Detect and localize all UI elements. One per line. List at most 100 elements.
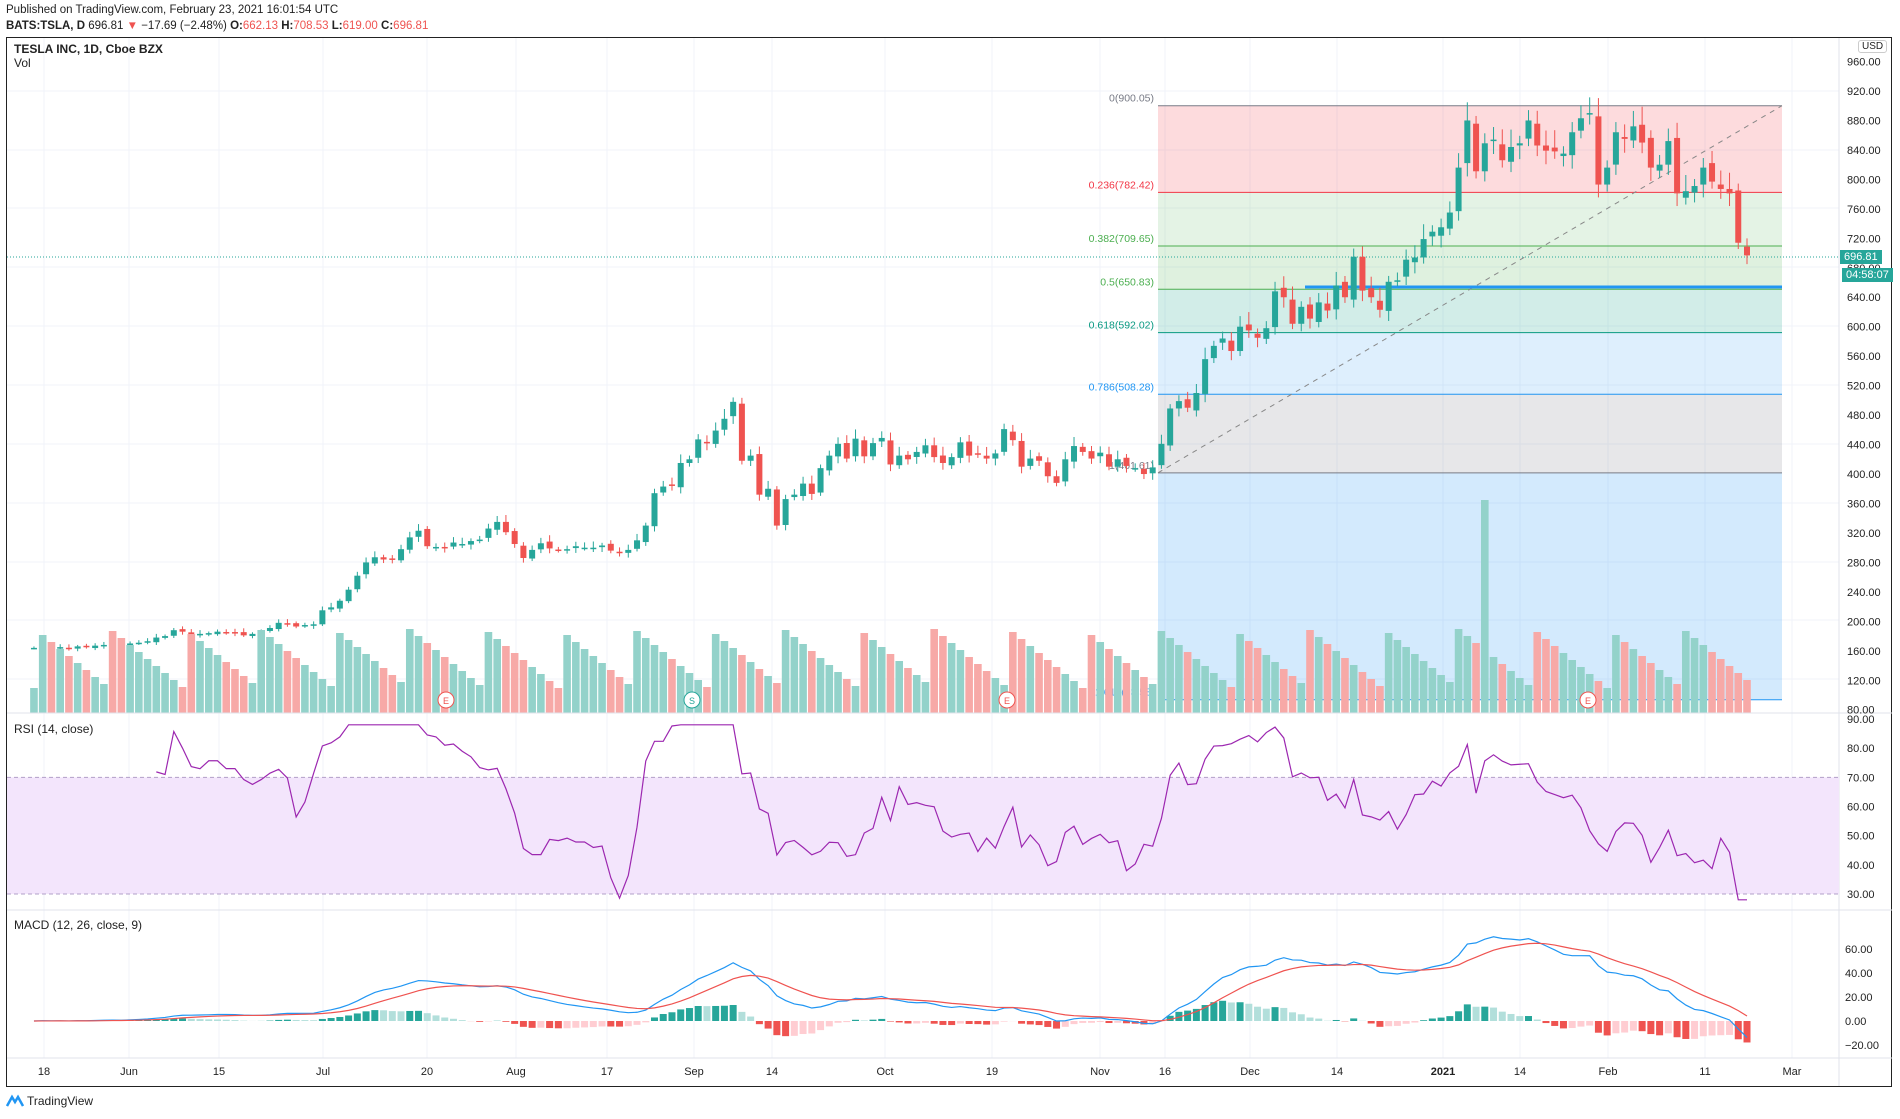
candle-body (948, 457, 955, 466)
tradingview-footer[interactable]: TradingView (6, 1094, 93, 1108)
candle-body (537, 543, 544, 550)
candle-body (1228, 340, 1235, 352)
volume-bar (1087, 635, 1096, 713)
event-marker (998, 691, 1016, 709)
macd-histogram-bar (310, 1020, 318, 1021)
volume-bar (1035, 653, 1043, 713)
volume-bar (834, 672, 842, 713)
volume-bar (1009, 632, 1017, 713)
macd-histogram-bar (755, 1021, 763, 1025)
volume-bar (1332, 651, 1341, 713)
candle-body (284, 623, 291, 625)
volume-bar (1524, 685, 1533, 713)
time-axis-label: Feb (1599, 1066, 1618, 1078)
candle-body (1481, 143, 1488, 172)
volume-bar (1253, 648, 1262, 713)
candle-body (389, 558, 396, 560)
volume-bar (816, 658, 825, 713)
volume-bar (1682, 631, 1690, 713)
volume-bar (641, 638, 650, 713)
candle-body (1254, 333, 1261, 338)
time-axis-label: 19 (986, 1066, 998, 1078)
macd-axis-tick: 60.00 (1845, 944, 1873, 956)
volume-bar (773, 683, 781, 713)
volume-bar (808, 651, 816, 713)
time-axis-label: 18 (38, 1066, 50, 1078)
fib-zone (1158, 289, 1782, 333)
volume-bar (449, 664, 458, 713)
candle-body (1114, 459, 1121, 467)
candle-body (1560, 153, 1567, 157)
macd-histogram-bar (1437, 1017, 1445, 1021)
macd-histogram-bar (799, 1021, 807, 1035)
chart-frame (6, 37, 1892, 1087)
volume-bar (344, 640, 353, 713)
macd-histogram-bar (1035, 1021, 1043, 1026)
candle-body (179, 629, 186, 632)
macd-histogram-bar (616, 1021, 624, 1027)
macd-histogram-bar (1664, 1021, 1672, 1034)
tradingview-logo-icon (6, 1094, 24, 1107)
macd-histogram-bar (1621, 1021, 1629, 1033)
candle-body (730, 401, 737, 417)
volume-bar (939, 636, 947, 713)
volume-bar (1201, 666, 1209, 713)
symbol-summary: BATS:TSLA, D 696.81 ▼ −17.69 (−2.48%) O:… (6, 20, 428, 32)
volume-bar (799, 644, 807, 713)
candle-body (249, 633, 256, 637)
candle-body (1700, 167, 1707, 185)
macd-histogram-bar (152, 1019, 160, 1021)
candle-body (1744, 246, 1750, 256)
candle-body (1438, 227, 1445, 236)
candle-body (459, 544, 466, 546)
candle-body (1403, 259, 1410, 277)
candle-body (1376, 300, 1383, 310)
macd-histogram-bar (1603, 1021, 1611, 1036)
volume-bar (161, 673, 169, 713)
volume-bar (1026, 646, 1035, 713)
volume-bar (790, 637, 799, 713)
candle-body (939, 455, 946, 463)
volume-bar (650, 645, 659, 713)
low-label: L: (331, 20, 343, 32)
candle-body (1455, 167, 1462, 212)
candle-body (231, 632, 238, 634)
macd-histogram-bar (720, 1005, 728, 1021)
candle-body (529, 549, 536, 559)
volume-bar (1481, 500, 1489, 713)
candle-body (406, 537, 413, 550)
high-label: H: (281, 20, 294, 32)
macd-histogram-bar (974, 1021, 982, 1025)
candle-body (214, 631, 221, 635)
candle-body (590, 547, 597, 550)
volume-bar (982, 671, 991, 713)
macd-axis-tick: 20.00 (1845, 992, 1873, 1004)
macd-histogram-bar (301, 1020, 309, 1021)
volume-bar (56, 649, 64, 713)
candle-body (747, 455, 754, 461)
candle-body (1368, 288, 1375, 298)
macd-histogram-bar (388, 1011, 396, 1021)
volume-bar (1402, 647, 1410, 713)
candle-body (966, 441, 973, 456)
volume-bar (274, 644, 283, 713)
triangle-down-icon: ▼ (126, 20, 138, 32)
volume-bar (38, 635, 47, 713)
price-axis-tick: 360.00 (1847, 498, 1881, 510)
volume-bar (1673, 684, 1681, 713)
volume-bar (91, 677, 99, 713)
candle-body (415, 530, 422, 537)
price-axis-tick: 640.00 (1847, 292, 1881, 304)
candle-body (896, 455, 903, 466)
macd-histogram-bar (1498, 1011, 1506, 1021)
symbol-name: BATS:TSLA, D (6, 20, 86, 32)
candle-body (1709, 163, 1716, 182)
macd-histogram-bar (703, 1006, 711, 1021)
candle-body (1175, 401, 1182, 409)
macd-histogram-bar (1734, 1021, 1742, 1040)
price-axis-tick: 960.00 (1847, 57, 1881, 69)
rsi-axis-tick: 70.00 (1847, 772, 1875, 784)
volume-bar (1349, 665, 1358, 713)
macd-histogram-bar (1236, 1002, 1244, 1021)
